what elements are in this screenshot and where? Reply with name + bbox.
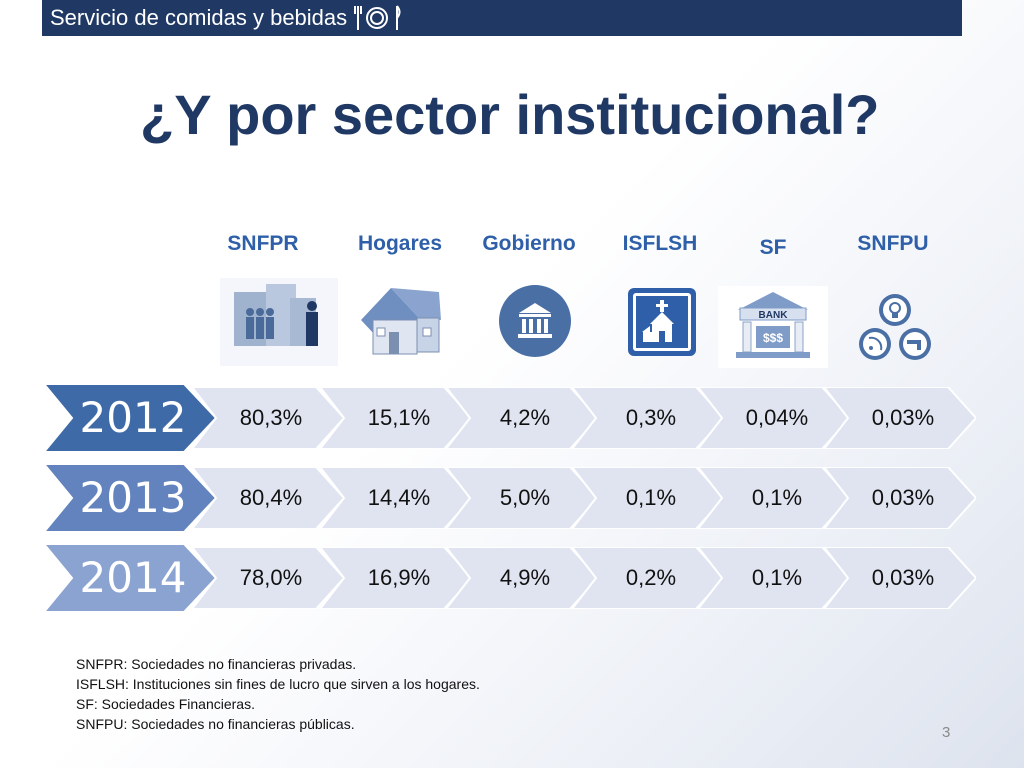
cell-value: 0,1% <box>751 565 803 590</box>
year-chevron-2012 <box>44 384 216 452</box>
column-header-isflsh: ISFLSH <box>622 232 698 255</box>
table-cell <box>824 547 976 609</box>
table-cell <box>446 547 598 609</box>
bank-icon: BANK $$$ <box>718 286 828 368</box>
footnote-isflsh: ISFLSH: Instituciones sin fines de lucro… <box>76 676 480 692</box>
svg-text:$$$: $$$ <box>763 331 783 345</box>
table-cell <box>192 387 344 449</box>
cell-value: 4,9% <box>499 565 551 590</box>
cell-value: 0,03% <box>871 565 935 590</box>
year-chevron-2013 <box>44 464 216 532</box>
table-cell <box>192 467 344 529</box>
column-header-snfpr: SNFPR <box>227 232 299 255</box>
table-cell <box>572 547 724 609</box>
year-label-2013: 2013 <box>79 473 187 522</box>
cell-value: 14,4% <box>367 485 431 510</box>
cell-value: 0,1% <box>625 485 677 510</box>
column-header-snfpu: SNFPU <box>857 232 929 255</box>
page-number: 3 <box>942 724 951 741</box>
footnote-sf: SF: Sociedades Financieras. <box>76 696 255 712</box>
header-title: Servicio de comidas y bebidas <box>50 5 348 30</box>
footnote-snfpr: SNFPR: Sociedades no financieras privada… <box>76 656 357 672</box>
cell-value: 5,0% <box>499 485 551 510</box>
business-people-icon <box>220 278 338 366</box>
cell-value: 15,1% <box>367 405 431 430</box>
cell-value: 16,9% <box>367 565 431 590</box>
government-building-icon <box>497 283 573 359</box>
cell-value: 80,4% <box>239 485 303 510</box>
column-header-sf: SF <box>759 236 787 259</box>
column-header-hogares: Hogares <box>357 232 443 255</box>
table-cell <box>698 547 850 609</box>
year-label-2012: 2012 <box>79 393 187 442</box>
utilities-icon <box>855 292 935 366</box>
footnotes: SNFPR: Sociedades no financieras privada… <box>76 654 480 734</box>
cell-value: 0,2% <box>625 565 677 590</box>
year-chevron-2014 <box>44 544 216 612</box>
table-cell <box>320 467 472 529</box>
cell-value: 0,3% <box>625 405 677 430</box>
table-cell <box>320 547 472 609</box>
cell-value: 78,0% <box>239 565 303 590</box>
church-icon <box>626 286 698 358</box>
cell-value: 0,03% <box>871 405 935 430</box>
table-cell <box>446 467 598 529</box>
footnote-snfpu: SNFPU: Sociedades no financieras pública… <box>76 716 355 732</box>
cell-value: 80,3% <box>239 405 303 430</box>
table-cell <box>824 467 976 529</box>
cell-value: 0,04% <box>745 405 809 430</box>
svg-text:BANK: BANK <box>759 310 789 321</box>
table-cell <box>698 467 850 529</box>
column-header-gobierno: Gobierno <box>482 232 576 255</box>
table-cell <box>446 387 598 449</box>
table-cell <box>698 387 850 449</box>
cell-value: 0,03% <box>871 485 935 510</box>
cutlery-icon <box>353 4 405 32</box>
table-cell <box>572 387 724 449</box>
table-cell <box>572 467 724 529</box>
cell-value: 4,2% <box>499 405 551 430</box>
table-cell <box>320 387 472 449</box>
page-title: ¿Y por sector institucional? <box>140 83 880 146</box>
house-icon <box>355 278 473 366</box>
header-bar: Servicio de comidas y bebidas <box>42 0 962 36</box>
table-cell <box>192 547 344 609</box>
cell-value: 0,1% <box>751 485 803 510</box>
year-label-2014: 2014 <box>79 553 187 602</box>
table-cell <box>824 387 976 449</box>
